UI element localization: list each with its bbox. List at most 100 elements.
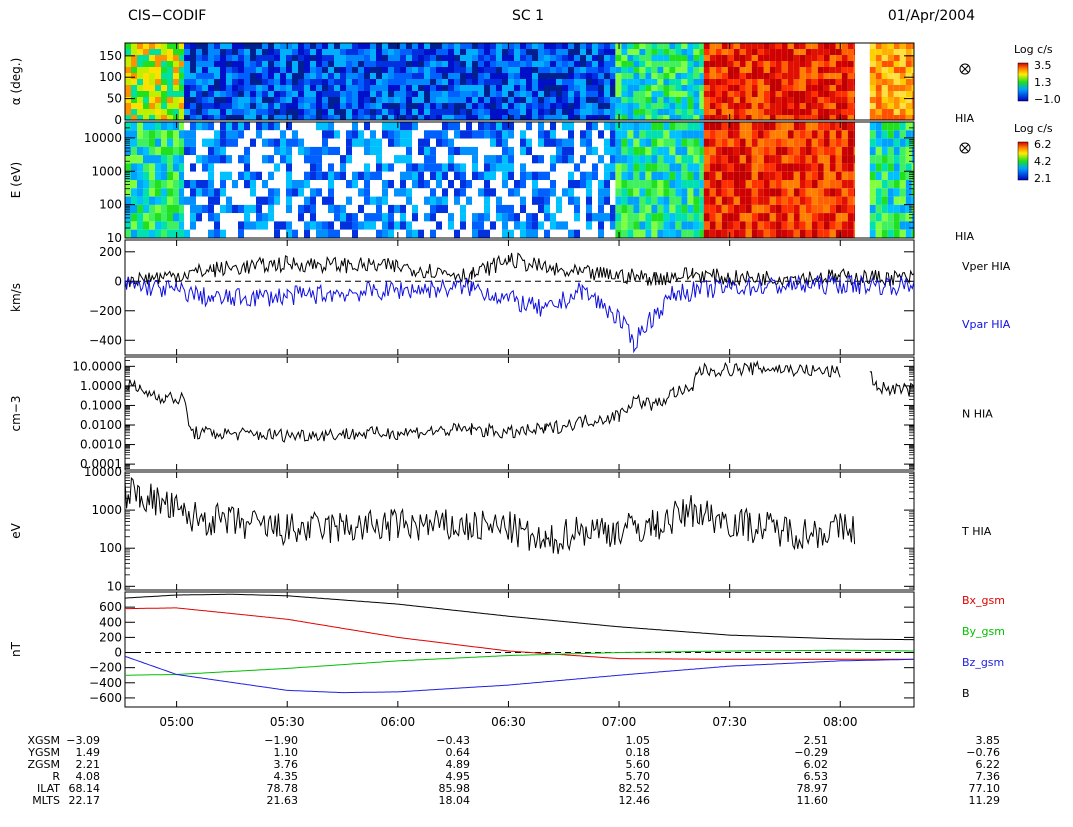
heatmap-cell — [763, 73, 770, 79]
heatmap-cell — [514, 163, 520, 172]
heatmap-cell — [388, 213, 394, 222]
ephemeris-value: −0.43 — [436, 734, 470, 747]
heatmap-cell — [721, 61, 728, 67]
heatmap-cell — [610, 196, 616, 205]
heatmap-cell — [214, 171, 220, 180]
heatmap-cell — [466, 171, 472, 180]
heatmap-cell — [793, 61, 800, 67]
heatmap-cell — [657, 171, 664, 180]
heatmap-cell — [733, 171, 740, 180]
heatmap-cell — [905, 122, 912, 131]
heatmap-cell — [681, 91, 688, 97]
heatmap-cell — [905, 163, 912, 172]
heatmap-cell — [893, 155, 900, 164]
heatmap-cell — [424, 122, 430, 131]
heatmap-cell — [733, 97, 740, 103]
heatmap-cell — [703, 171, 710, 180]
heatmap-cell — [316, 109, 322, 115]
heatmap-cell — [727, 213, 734, 222]
heatmap-cell — [274, 163, 280, 172]
heatmap-cell — [466, 138, 472, 147]
heatmap-cell — [899, 55, 906, 61]
heatmap-cell — [149, 67, 155, 73]
heatmap-cell — [358, 180, 364, 189]
heatmap-cell — [887, 180, 894, 189]
heatmap-cell — [899, 43, 906, 49]
heatmap-cell — [460, 138, 466, 147]
heatmap-cell — [173, 67, 179, 73]
heatmap-cell — [490, 67, 496, 73]
heatmap-cell — [745, 49, 752, 55]
heatmap-cell — [448, 85, 454, 91]
heatmap-cell — [298, 91, 304, 97]
heatmap-cell — [520, 130, 526, 139]
heatmap-cell — [208, 188, 214, 197]
heatmap-cell — [220, 180, 226, 189]
heatmap-cell — [793, 67, 800, 73]
heatmap-cell — [703, 229, 710, 238]
y-tick-label: 200 — [99, 245, 122, 259]
heatmap-cell — [424, 171, 430, 180]
heatmap-cell — [887, 204, 894, 214]
heatmap-cell — [155, 163, 161, 172]
heatmap-cell — [763, 196, 770, 205]
heatmap-cell — [316, 115, 322, 120]
heatmap-cell — [675, 229, 682, 238]
heatmap-cell — [681, 55, 688, 61]
panel-magnetic-field: 6004002000−200−400−600nTBx_gsmBy_gsmBz_g… — [9, 591, 1005, 708]
heatmap-cell — [358, 61, 364, 67]
heatmap-cell — [316, 155, 322, 164]
heatmap-cell — [526, 229, 532, 238]
heatmap-cell — [550, 103, 556, 109]
heatmap-cell — [657, 73, 664, 79]
heatmap-cell — [310, 229, 316, 238]
heatmap-cell — [669, 130, 676, 139]
heatmap-cell — [250, 138, 256, 147]
heatmap-cell — [406, 188, 412, 197]
heatmap-cell — [721, 103, 728, 109]
heatmap-cell — [352, 155, 358, 164]
heatmap-cell — [256, 97, 262, 103]
heatmap-cell — [538, 67, 544, 73]
heatmap-cell — [466, 204, 472, 214]
heatmap-cell — [633, 97, 640, 103]
heatmap-cell — [869, 91, 876, 97]
heatmap-cell — [911, 73, 914, 79]
heatmap-cell — [733, 163, 740, 172]
heatmap-cell — [899, 67, 906, 73]
heatmap-cell — [322, 213, 328, 222]
heatmap-cell — [514, 138, 520, 147]
heatmap-cell — [232, 196, 238, 205]
heatmap-cell — [817, 204, 824, 214]
heatmap-cell — [869, 204, 876, 214]
heatmap-cell — [496, 109, 502, 115]
heatmap-cell — [663, 67, 670, 73]
heatmap-cell — [887, 155, 894, 164]
heatmap-cell — [202, 85, 208, 91]
heatmap-cell — [310, 130, 316, 139]
heatmap-cell — [232, 171, 238, 180]
heatmap-cell — [448, 229, 454, 238]
heatmap-cell — [847, 221, 854, 230]
heatmap-cell — [214, 188, 220, 197]
heatmap-cell — [598, 73, 604, 79]
heatmap-cell — [376, 155, 382, 164]
heatmap-cell — [466, 229, 472, 238]
heatmap-cell — [887, 97, 894, 103]
heatmap-cell — [733, 180, 740, 189]
heatmap-cell — [669, 163, 676, 172]
heatmap-cell — [370, 155, 376, 164]
heatmap-cell — [304, 138, 310, 147]
heatmap-cell — [490, 221, 496, 230]
heatmap-cell — [657, 204, 664, 214]
heatmap-cell — [286, 188, 292, 197]
heatmap-cell — [310, 204, 316, 214]
heatmap-cell — [586, 109, 592, 115]
heatmap-cell — [472, 97, 478, 103]
heatmap-cell — [388, 109, 394, 115]
heatmap-cell — [574, 122, 580, 131]
heatmap-cell — [699, 204, 704, 214]
heatmap-cell — [448, 146, 454, 156]
heatmap-cell — [823, 85, 830, 91]
heatmap-cell — [663, 171, 670, 180]
